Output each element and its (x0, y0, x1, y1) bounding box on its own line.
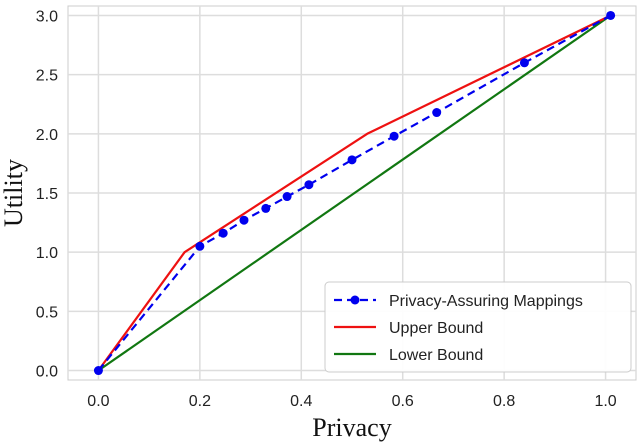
y-tick-label: 3.0 (36, 8, 58, 25)
series-point (389, 131, 399, 141)
series-line (97, 14, 612, 372)
legend: Privacy-Assuring Mappings Upper Bound Lowe… (324, 281, 632, 373)
x-tick-label: 0.8 (493, 393, 515, 410)
series-point (282, 192, 292, 202)
x-tick-label: 0.2 (189, 393, 211, 410)
series-layer (93, 10, 616, 376)
series-point (304, 180, 314, 190)
x-tick-label: 1.0 (594, 393, 616, 410)
y-tick-label: 1.5 (36, 186, 58, 203)
legend-label: Lower Bound (389, 347, 483, 364)
series-point (218, 228, 228, 238)
legend-label: Upper Bound (389, 320, 483, 337)
series-point (195, 241, 205, 251)
series-point (432, 108, 442, 118)
tick-labels: 0.0 0.2 0.4 0.6 0.8 1.0 0.0 0.5 1.0 1.5 2.0 2.5 3.0 (36, 8, 617, 410)
x-tick-label: 0.0 (87, 393, 109, 410)
series-point (606, 10, 616, 20)
y-tick-label: 1.0 (36, 245, 58, 262)
x-axis-title: Privacy (312, 413, 391, 442)
series-point (519, 58, 529, 68)
legend-box (324, 281, 632, 373)
y-tick-label: 0.5 (36, 304, 58, 321)
series-point (347, 155, 357, 165)
x-tick-label: 0.4 (290, 393, 312, 410)
x-tick-label: 0.6 (392, 393, 414, 410)
series-point (93, 366, 103, 376)
series-line (97, 14, 612, 372)
y-tick-label: 2.0 (36, 127, 58, 144)
series-point (239, 215, 249, 225)
legend-marker (350, 295, 360, 305)
series-point (261, 203, 271, 213)
y-axis-title: Utility (0, 159, 28, 227)
y-tick-label: 0.0 (36, 364, 58, 381)
y-tick-label: 2.5 (36, 68, 58, 85)
legend-label: Privacy-Assuring Mappings (389, 293, 583, 310)
